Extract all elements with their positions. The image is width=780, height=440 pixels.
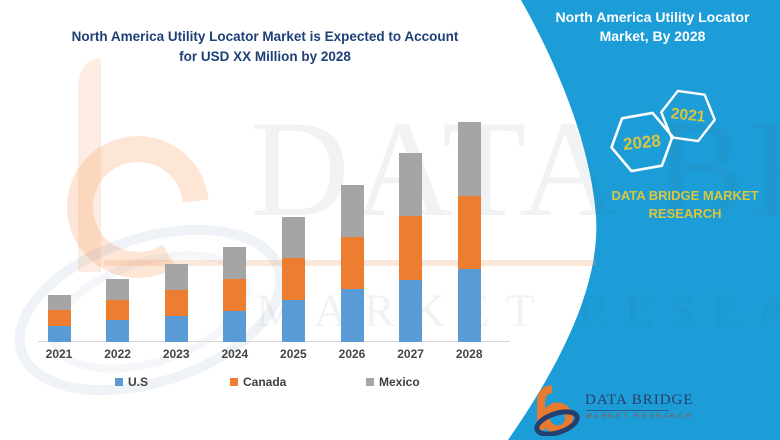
- x-axis-line: [38, 341, 510, 342]
- bar-2021: [47, 294, 71, 342]
- bar-segment-canada-2024: [223, 279, 247, 311]
- x-axis-label-2027: 2027: [397, 347, 424, 361]
- legend-item-canada: Canada: [230, 375, 286, 389]
- legend-item-us: U.S: [115, 375, 148, 389]
- bar-segment-canada-2026: [340, 237, 364, 290]
- watermark-text-line1: DATA BRIDGE: [250, 92, 780, 245]
- footer-logo-subtext: MARKET RESEARCH: [586, 413, 693, 420]
- bar-segment-us-2024: [223, 310, 247, 342]
- bar-segment-canada-2021: [47, 309, 71, 327]
- x-axis-label-2023: 2023: [162, 347, 190, 361]
- bar-segment-mexico-2025: [281, 216, 305, 259]
- brand-name-line1: DATA BRIDGE MARKET: [611, 188, 759, 203]
- legend-item-mexico: Mexico: [366, 375, 420, 389]
- bar-segment-us-2026: [340, 289, 364, 342]
- bar-2027: [399, 153, 423, 342]
- bar-segment-mexico-2021: [47, 294, 71, 310]
- bar-2028: [457, 122, 481, 342]
- side-panel-title-line2: Market, By 2028: [599, 28, 706, 44]
- x-axis-label-2024: 2024: [221, 347, 249, 361]
- x-axis-label-2021: 2021: [45, 347, 73, 361]
- legend-swatch-us: [115, 378, 123, 386]
- legend-swatch-mexico: [366, 378, 374, 386]
- data-bridge-b-icon: [534, 385, 580, 436]
- bar-2026: [340, 185, 364, 342]
- brand-name-line2: RESEARCH: [648, 206, 722, 221]
- legend-label-us: U.S: [128, 375, 149, 389]
- bar-segment-us-2022: [106, 320, 130, 342]
- side-panel-title-line1: North America Utility Locator: [555, 9, 750, 25]
- bar-segment-mexico-2022: [106, 279, 130, 300]
- page-title-line2: for USD XX Million by 2028: [179, 49, 351, 64]
- bar-segment-canada-2022: [106, 299, 130, 321]
- page-title: North America Utility Locator Market is …: [20, 27, 510, 67]
- bar-segment-canada-2025: [281, 258, 305, 301]
- x-axis-label-2028: 2028: [455, 347, 483, 361]
- bar-segment-mexico-2026: [340, 185, 364, 238]
- bar-segment-mexico-2024: [223, 246, 247, 280]
- bar-segment-mexico-2028: [457, 122, 481, 197]
- footer-logo-name: DATA BRIDGE: [585, 392, 694, 408]
- page-title-line1: North America Utility Locator Market is …: [71, 29, 459, 44]
- legend-swatch-canada: [230, 378, 238, 386]
- brand-name-text: DATA BRIDGE MARKET RESEARCH: [580, 187, 780, 223]
- hexagons-graphic: [610, 89, 716, 173]
- bar-segment-us-2021: [47, 326, 71, 342]
- bar-segment-us-2023: [164, 315, 188, 342]
- bar-2023: [164, 263, 188, 342]
- bar-segment-mexico-2023: [164, 263, 188, 290]
- bar-2024: [223, 246, 247, 342]
- x-axis-label-2022: 2022: [104, 347, 131, 361]
- bar-segment-canada-2023: [164, 289, 188, 316]
- bar-segment-us-2028: [457, 269, 481, 342]
- hexagon-2028-shape: [610, 111, 674, 173]
- x-axis-label-2025: 2025: [280, 347, 307, 361]
- footer-logo-underline: [586, 410, 669, 411]
- legend-label-mexico: Mexico: [379, 375, 420, 389]
- legend-label-canada: Canada: [243, 375, 287, 389]
- bar-segment-mexico-2027: [399, 153, 423, 217]
- bar-2025: [281, 216, 305, 342]
- hexagon-2021-shape: [660, 89, 716, 143]
- bar-2022: [106, 279, 130, 342]
- bar-segment-canada-2027: [399, 216, 423, 280]
- side-panel-title: North America Utility Locator Market, By…: [545, 8, 760, 46]
- bar-segment-canada-2028: [457, 196, 481, 270]
- x-axis-label-2026: 2026: [338, 347, 366, 361]
- bar-segment-us-2025: [281, 300, 305, 342]
- bar-segment-us-2027: [399, 279, 423, 342]
